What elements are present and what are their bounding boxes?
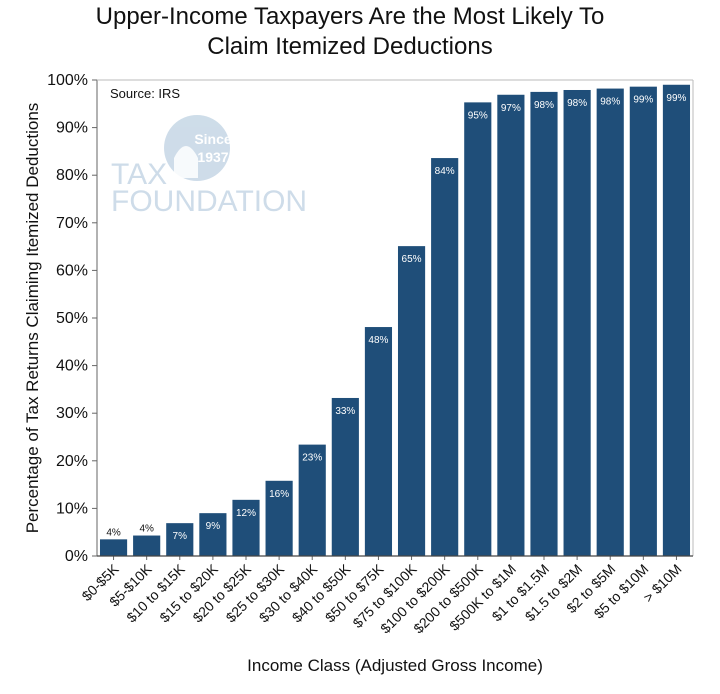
y-tick-label: 20% bbox=[56, 453, 88, 470]
bar-value-label: 4% bbox=[106, 527, 121, 538]
watermark-tax: TAX bbox=[111, 158, 167, 191]
y-tick-label: 40% bbox=[56, 358, 88, 375]
y-tick-label: 10% bbox=[56, 500, 88, 517]
bar-value-label: 7% bbox=[173, 531, 188, 542]
bar bbox=[629, 86, 657, 556]
bar-value-label: 12% bbox=[236, 508, 256, 519]
bar bbox=[464, 102, 492, 556]
bar bbox=[563, 89, 591, 556]
bar bbox=[166, 523, 194, 556]
bar bbox=[99, 539, 128, 556]
bar bbox=[431, 158, 459, 556]
bar-value-label: 9% bbox=[206, 521, 221, 532]
y-tick-label: 70% bbox=[56, 215, 88, 232]
bar bbox=[596, 88, 624, 557]
tax-foundation-logo: Since 1937 TAX FOUNDATION bbox=[111, 115, 307, 218]
bar bbox=[397, 246, 426, 556]
bar bbox=[133, 535, 161, 556]
bar bbox=[331, 397, 359, 556]
x-axis-label: Income Class (Adjusted Gross Income) bbox=[247, 656, 543, 675]
y-axis-label: Percentage of Tax Returns Claiming Itemi… bbox=[23, 103, 42, 534]
bar bbox=[199, 513, 227, 556]
bar-value-label: 98% bbox=[567, 98, 587, 109]
y-tick-label: 50% bbox=[56, 310, 88, 327]
bar-value-label: 33% bbox=[335, 406, 355, 417]
bar-value-label: 99% bbox=[633, 95, 653, 106]
bar bbox=[232, 499, 260, 556]
bar-value-label: 16% bbox=[269, 489, 289, 500]
bar-value-label: 99% bbox=[666, 93, 686, 104]
bar-value-label: 48% bbox=[368, 335, 388, 346]
bar bbox=[298, 444, 326, 556]
bar-value-label: 4% bbox=[139, 524, 154, 535]
bar bbox=[265, 480, 293, 556]
bar-value-label: 84% bbox=[435, 166, 455, 177]
y-axis-ticks: 0% 10% 20% 30% 40% 50% 60% 70% 80% 90% 100% bbox=[47, 72, 97, 565]
x-axis-ticks: $0-$5K$5-$10K$10 to $15K$15 to $20K$20 t… bbox=[78, 555, 693, 637]
y-tick-label: 60% bbox=[56, 262, 88, 279]
source-note: Source: IRS bbox=[110, 86, 180, 101]
bar bbox=[530, 91, 558, 557]
y-tick-label: 0% bbox=[65, 548, 88, 565]
watermark-since: Since bbox=[194, 131, 232, 147]
watermark-foundation: FOUNDATION bbox=[111, 185, 307, 218]
bars: 4% 4% 7% 9% 12% 16% 23% 33% 48% 65% 84% 95% 97% 98% 98… bbox=[99, 84, 691, 557]
bar bbox=[364, 327, 393, 556]
bar-value-label: 23% bbox=[302, 453, 322, 464]
y-tick-label: 100% bbox=[47, 72, 88, 89]
y-tick-label: 80% bbox=[56, 167, 88, 184]
capitol-dome-icon bbox=[174, 146, 198, 178]
watermark-year: 1937 bbox=[197, 149, 228, 165]
bar-value-label: 95% bbox=[468, 110, 488, 121]
bar-value-label: 97% bbox=[501, 103, 521, 114]
bar-value-label: 98% bbox=[600, 97, 620, 108]
bar-value-label: 65% bbox=[402, 254, 422, 265]
bar-value-label: 98% bbox=[534, 100, 554, 111]
y-tick-label: 30% bbox=[56, 405, 88, 422]
bar bbox=[662, 84, 691, 556]
chart-title-line-2: Claim Itemized Deductions bbox=[207, 33, 492, 60]
chart-title-line-1: Upper-Income Taxpayers Are the Most Like… bbox=[96, 3, 605, 30]
y-tick-label: 90% bbox=[56, 120, 88, 137]
bar bbox=[497, 94, 525, 557]
